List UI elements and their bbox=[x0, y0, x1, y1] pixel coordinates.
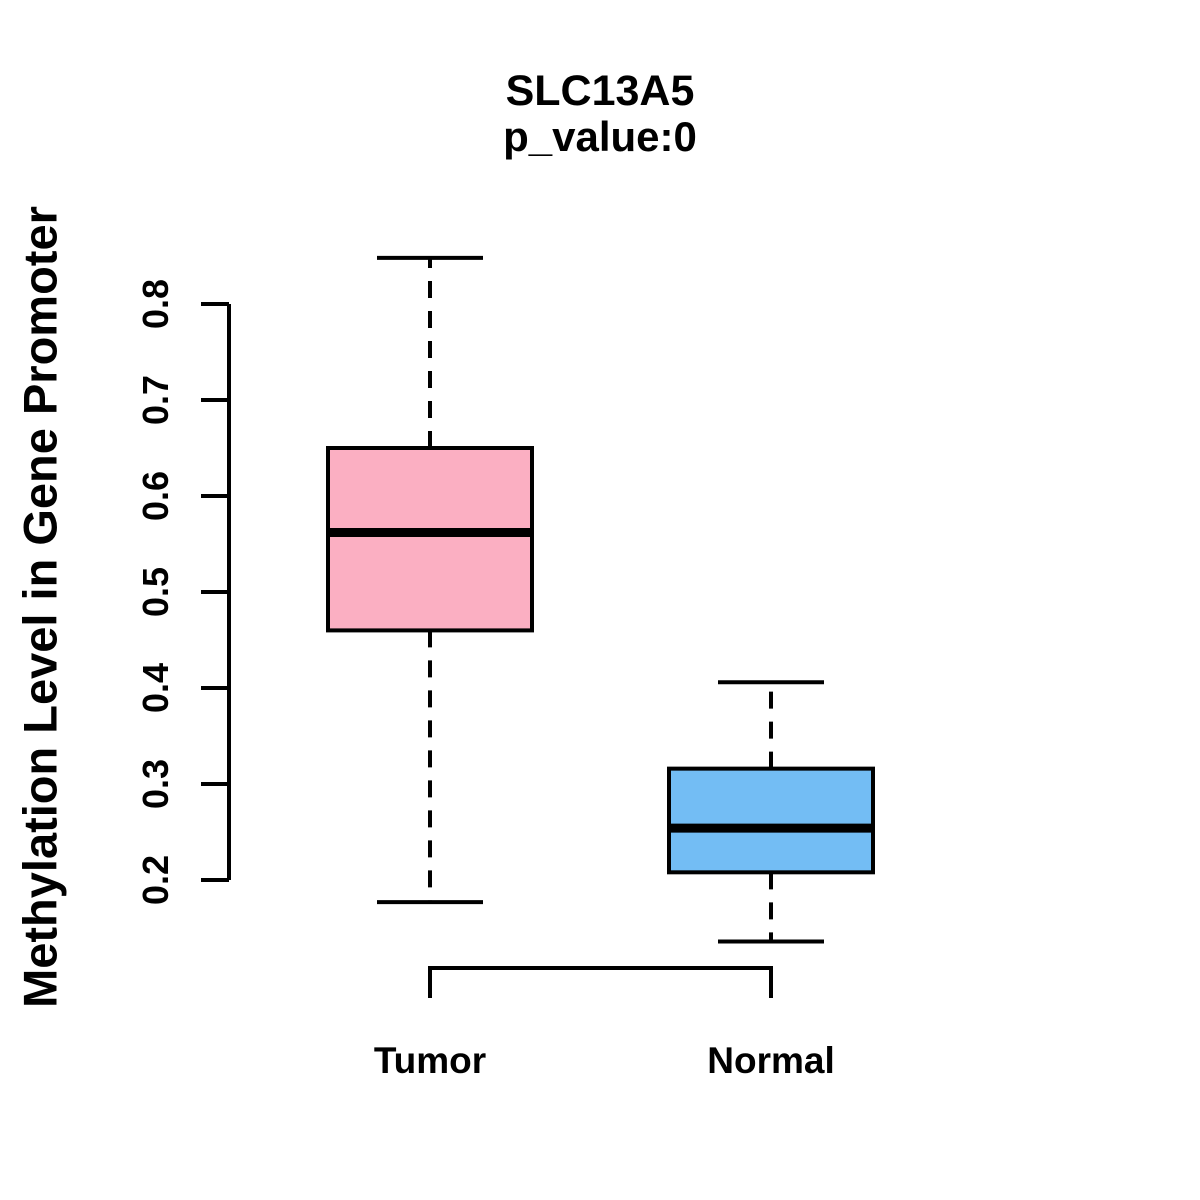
box-tumor bbox=[326, 255, 534, 905]
y-tick-label: 0.4 bbox=[135, 662, 176, 714]
y-tick-label: 0.2 bbox=[135, 854, 176, 906]
x-axis-bracket bbox=[428, 966, 773, 998]
iqr-box bbox=[326, 446, 534, 633]
iqr-box bbox=[667, 766, 875, 875]
y-tick-label: 0.5 bbox=[135, 566, 176, 618]
x-category-label-normal: Normal bbox=[707, 1040, 835, 1081]
y-axis-label: Methylation Level in Gene Promoter bbox=[13, 206, 67, 1008]
chart-subtitle: p_value:0 bbox=[503, 113, 697, 160]
y-tick-label: 0.6 bbox=[135, 470, 176, 522]
y-tick-label: 0.8 bbox=[135, 278, 176, 330]
y-axis bbox=[201, 302, 231, 882]
chart-title: SLC13A5 bbox=[505, 67, 695, 115]
y-tick-label: 0.7 bbox=[135, 374, 176, 426]
y-tick-label: 0.3 bbox=[135, 758, 176, 810]
box-normal bbox=[667, 680, 875, 944]
x-category-label-tumor: Tumor bbox=[373, 1040, 487, 1081]
